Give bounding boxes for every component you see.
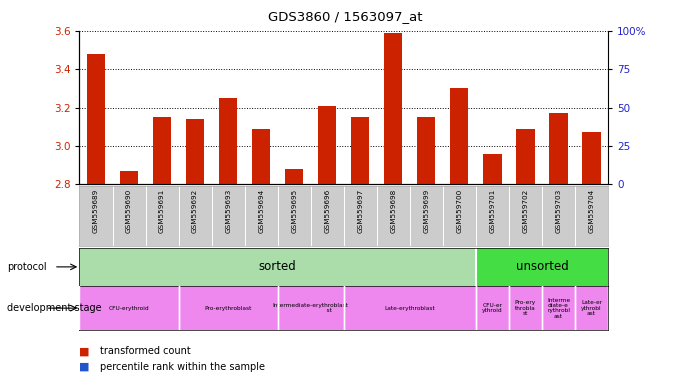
Text: GSM559704: GSM559704 <box>589 189 594 233</box>
Text: Pro-ery
throbla
st: Pro-ery throbla st <box>515 300 536 316</box>
Bar <box>583 132 600 184</box>
Text: Interme
diate-e
rythrobl
ast: Interme diate-e rythrobl ast <box>547 298 570 319</box>
Text: GSM559693: GSM559693 <box>225 189 231 233</box>
Text: protocol: protocol <box>7 262 46 272</box>
Bar <box>509 286 542 330</box>
Text: GSM559699: GSM559699 <box>424 189 429 233</box>
Text: unsorted: unsorted <box>515 260 569 273</box>
Bar <box>120 171 138 184</box>
Text: Pro-erythroblast: Pro-erythroblast <box>205 306 252 311</box>
Text: Late-erythroblast: Late-erythroblast <box>384 306 435 311</box>
Bar <box>476 248 608 286</box>
Bar <box>87 54 105 184</box>
Bar <box>384 33 402 184</box>
Bar <box>318 106 337 184</box>
Text: GSM559701: GSM559701 <box>489 189 495 233</box>
Bar <box>476 286 509 330</box>
Text: GSM559696: GSM559696 <box>324 189 330 233</box>
Text: GSM559703: GSM559703 <box>556 189 562 233</box>
Bar <box>516 129 535 184</box>
Text: CFU-er
ythroid: CFU-er ythroid <box>482 303 503 313</box>
Bar <box>219 98 237 184</box>
Bar <box>153 117 171 184</box>
Text: GSM559702: GSM559702 <box>522 189 529 233</box>
Bar <box>178 286 278 330</box>
Text: GSM559695: GSM559695 <box>291 189 297 233</box>
Text: development stage: development stage <box>7 303 102 313</box>
Bar <box>278 286 344 330</box>
Text: GSM559691: GSM559691 <box>159 189 165 233</box>
Text: Late-er
ythrobl
ast: Late-er ythrobl ast <box>581 300 602 316</box>
Text: GSM559692: GSM559692 <box>192 189 198 233</box>
Bar <box>417 117 435 184</box>
Bar <box>575 286 608 330</box>
Text: GSM559698: GSM559698 <box>390 189 397 233</box>
Bar <box>285 169 303 184</box>
Text: GSM559697: GSM559697 <box>357 189 363 233</box>
Bar <box>79 286 178 330</box>
Bar <box>351 117 370 184</box>
Text: transformed count: transformed count <box>100 346 191 356</box>
Bar <box>451 88 468 184</box>
Text: GSM559700: GSM559700 <box>457 189 462 233</box>
Text: sorted: sorted <box>259 260 296 273</box>
Text: CFU-erythroid: CFU-erythroid <box>108 306 149 311</box>
Text: GSM559694: GSM559694 <box>258 189 264 233</box>
Bar <box>252 129 270 184</box>
Text: ■: ■ <box>79 362 90 372</box>
Text: percentile rank within the sample: percentile rank within the sample <box>100 362 265 372</box>
Text: GDS3860 / 1563097_at: GDS3860 / 1563097_at <box>268 10 423 23</box>
Text: Intermediate-erythroblast
                    st: Intermediate-erythroblast st <box>273 303 349 313</box>
Text: GSM559689: GSM559689 <box>93 189 99 233</box>
Bar <box>186 119 204 184</box>
Text: ■: ■ <box>79 346 90 356</box>
Text: GSM559690: GSM559690 <box>126 189 132 233</box>
Bar <box>484 154 502 184</box>
Bar <box>542 286 575 330</box>
Bar <box>79 248 476 286</box>
Bar <box>549 113 567 184</box>
Bar <box>344 286 476 330</box>
